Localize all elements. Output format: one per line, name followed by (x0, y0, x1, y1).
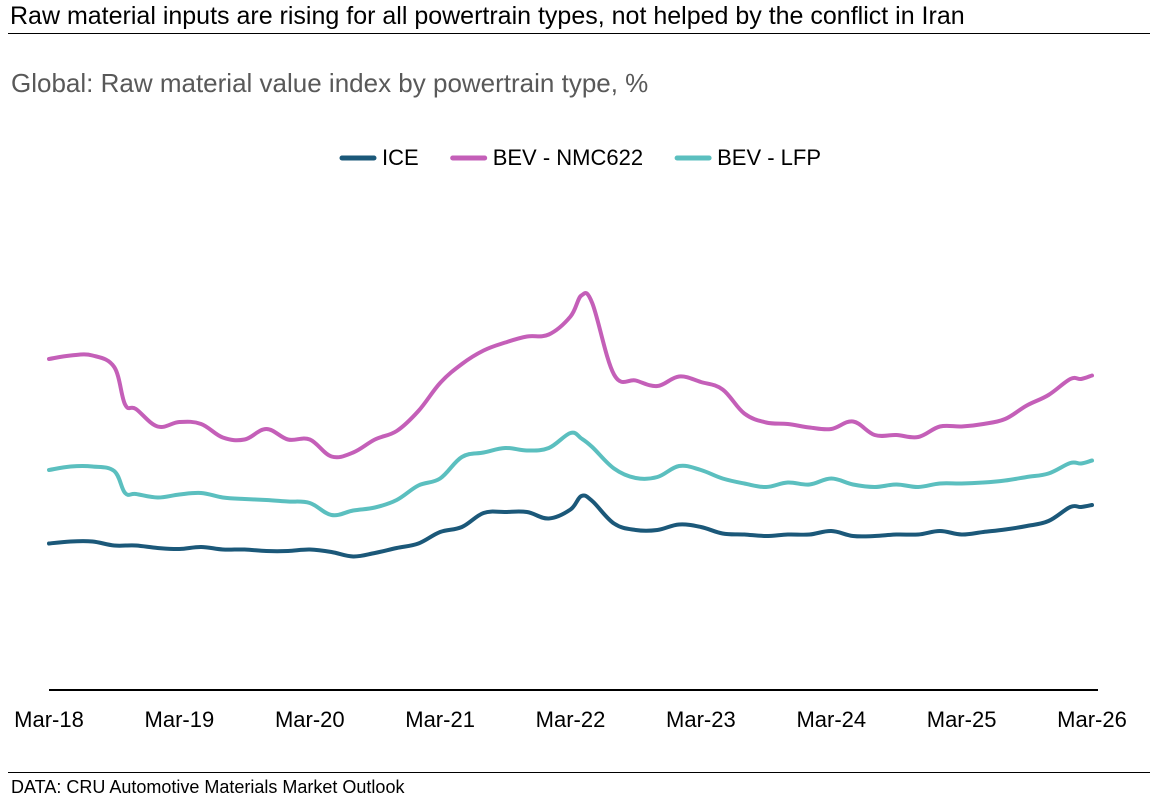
legend-item-ice: ICE (339, 145, 419, 170)
series-line-bev-lfp (47, 430, 1094, 518)
headline: Raw material inputs are rising for all p… (10, 2, 965, 30)
chart-title: Global: Raw material value index by powe… (11, 68, 649, 98)
x-tick-label: Mar-26 (1057, 707, 1127, 732)
source-note: DATA: CRU Automotive Materials Market Ou… (11, 777, 405, 797)
legend-item-bev-lfp: BEV - LFP (674, 145, 821, 170)
x-tick-label: Mar-19 (145, 707, 215, 732)
x-tick-label: Mar-22 (536, 707, 606, 732)
top-rule (8, 33, 1150, 34)
x-tick-label: Mar-23 (666, 707, 736, 732)
legend-label-ice: ICE (382, 145, 419, 170)
legend-label-bev-nmc622: BEV - NMC622 (493, 145, 643, 170)
series-line-bev-nmc622 (47, 291, 1094, 460)
x-tick-label: Mar-20 (275, 707, 345, 732)
x-tick-label: Mar-18 (14, 707, 84, 732)
legend: ICE BEV - NMC622 BEV - LFP (339, 145, 821, 170)
bottom-rule (8, 772, 1150, 773)
x-tick-label: Mar-21 (405, 707, 475, 732)
legend-item-bev-nmc622: BEV - NMC622 (450, 145, 643, 170)
x-tick-labels: Mar-18 Mar-19 Mar-20 Mar-21 Mar-22 Mar-23 Mar-… (14, 707, 1127, 732)
legend-label-bev-lfp: BEV - LFP (717, 145, 821, 170)
series-layer (47, 291, 1094, 559)
series-line-ice (47, 493, 1094, 559)
x-tick-label: Mar-25 (927, 707, 997, 732)
x-tick-label: Mar-24 (796, 707, 866, 732)
